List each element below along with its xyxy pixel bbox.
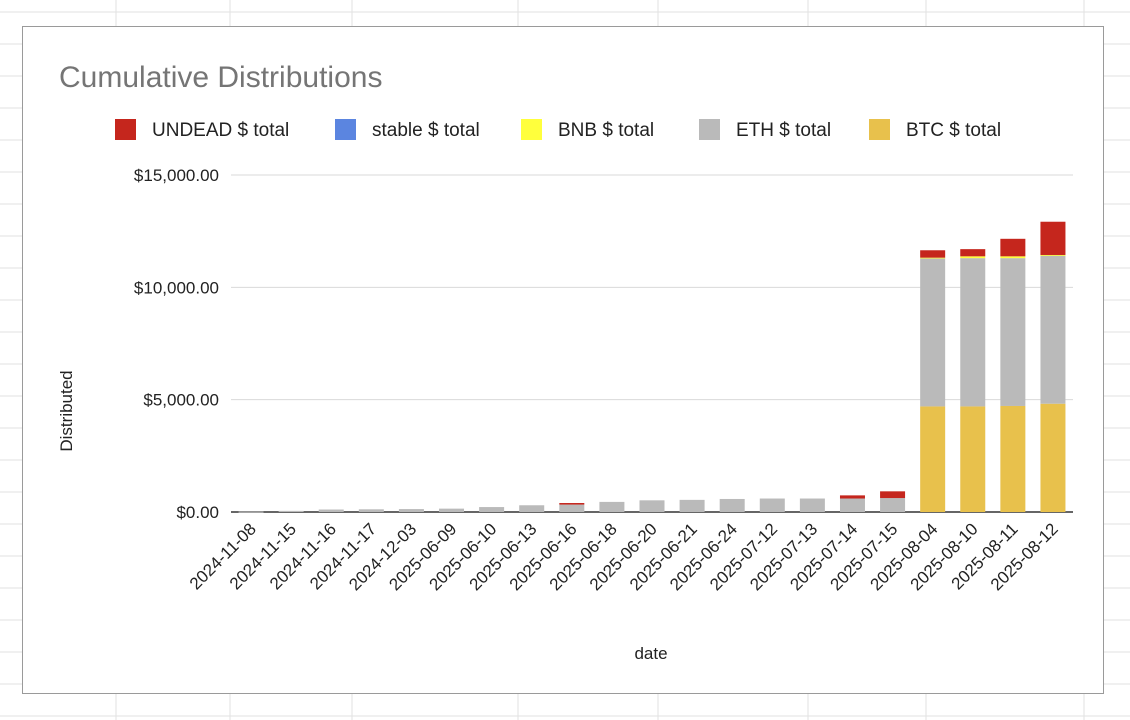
legend-label: stable $ total (372, 120, 480, 141)
bar-segment (439, 508, 465, 512)
bar-segment (1040, 221, 1066, 255)
bar-segment (398, 509, 424, 512)
bar-segment (358, 509, 384, 512)
bar-segment (1040, 255, 1066, 404)
legend-label: ETH $ total (736, 120, 831, 141)
chart-legend: UNDEAD $ total stable $ total BNB $ total E… (115, 119, 1001, 141)
bar-segment (960, 256, 986, 259)
bar-segment (559, 504, 585, 512)
legend-label: UNDEAD $ total (152, 120, 289, 141)
bar-segment (639, 500, 665, 512)
bar-segment (920, 257, 946, 259)
y-tick-label: $15,000.00 (134, 166, 219, 185)
legend-swatch (699, 119, 720, 140)
y-tick-label: $0.00 (176, 503, 219, 522)
bar-segment (1000, 405, 1026, 512)
bar-segment (559, 503, 585, 505)
y-tick-label: $10,000.00 (134, 278, 219, 297)
bar-segment (839, 498, 865, 512)
bar-segment (719, 498, 745, 512)
legend-swatch (335, 119, 356, 140)
bar-segment (759, 498, 785, 512)
bar-segment (880, 498, 906, 512)
bar-segment (679, 499, 705, 512)
bar-segment (839, 495, 865, 499)
bar-segment (519, 505, 545, 512)
x-axis-label: date (634, 644, 667, 663)
y-axis-label: Distributed (57, 370, 76, 451)
y-tick-label: $5,000.00 (143, 391, 219, 410)
stacked-bar-chart: Cumulative Distributions UNDEAD $ total s… (57, 61, 1073, 663)
chart-title: Cumulative Distributions (59, 61, 382, 94)
chart-card[interactable]: Cumulative Distributions UNDEAD $ total s… (22, 26, 1104, 694)
bar-segment (880, 491, 906, 499)
bars (238, 221, 1066, 513)
bar-segment (318, 509, 344, 512)
legend-label: BNB $ total (558, 120, 654, 141)
bar-segment (1040, 254, 1066, 256)
bar-segment (278, 510, 304, 512)
bar-segment (1000, 256, 1026, 259)
bar-segment (960, 249, 986, 257)
bar-segment (599, 501, 625, 512)
legend-label: BTC $ total (906, 120, 1001, 141)
bar-segment (1000, 258, 1026, 406)
bar-segment (960, 258, 986, 407)
bar-segment (1040, 403, 1066, 512)
x-axis-tick-labels: 2024-11-082024-11-152024-11-162024-11-17… (186, 519, 1062, 594)
bar-segment (920, 406, 946, 512)
bar-segment (960, 406, 986, 512)
bar-segment (1000, 238, 1026, 257)
bar-segment (238, 511, 264, 513)
legend-swatch (115, 119, 136, 140)
y-axis-tick-labels: $0.00 $5,000.00 $10,000.00 $15,000.00 (134, 166, 219, 522)
bar-segment (920, 250, 946, 258)
legend-swatch (521, 119, 542, 140)
gridlines (231, 174, 1073, 513)
bar-segment (479, 507, 505, 512)
legend-swatch (869, 119, 890, 140)
bar-segment (799, 498, 825, 512)
bar-segment (920, 258, 946, 407)
